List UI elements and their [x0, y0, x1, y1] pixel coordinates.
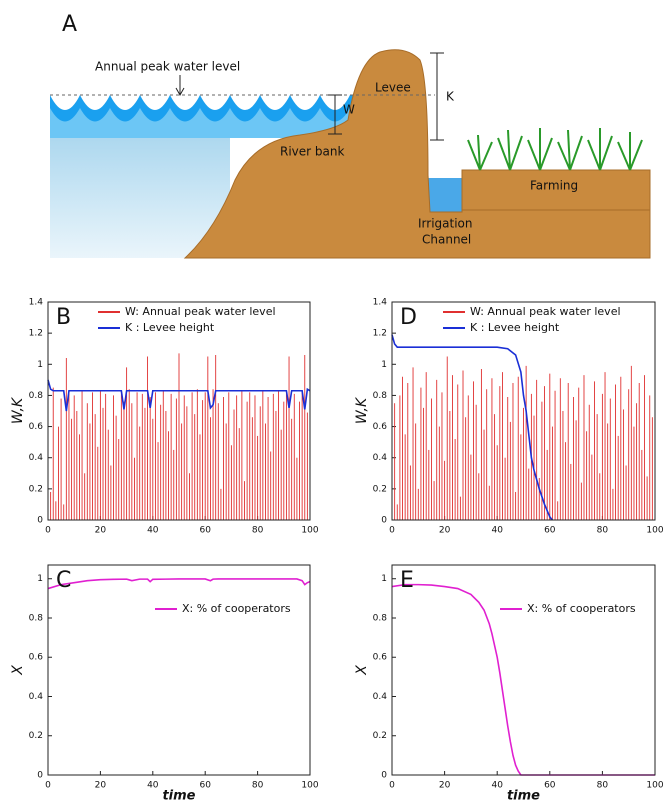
levee-label: Levee	[375, 81, 411, 95]
x-tick-label: 20	[439, 526, 451, 536]
legend-label: K : Levee height	[470, 321, 560, 334]
y-axis-label: W,K	[354, 396, 370, 424]
farming-label: Farming	[530, 179, 578, 193]
y-tick-label: 0.2	[373, 731, 387, 741]
crops	[467, 128, 643, 171]
y-tick-label: 0	[381, 771, 387, 781]
x-tick-label: 80	[597, 526, 609, 536]
panel-label: E	[400, 568, 414, 593]
x-tick-label: 40	[147, 781, 159, 791]
series-line	[391, 334, 554, 521]
y-tick-label: 1.2	[373, 329, 387, 339]
y-tick-label: 0.8	[29, 613, 44, 623]
x-tick-label: 0	[389, 781, 395, 791]
series-line	[391, 583, 655, 776]
w-label: W	[343, 103, 355, 117]
x-tick-label: 100	[646, 526, 663, 536]
y-tick-label: 1	[381, 360, 387, 370]
k-bracket	[430, 52, 444, 141]
legend-label: K : Levee height	[125, 321, 215, 334]
irrigation-channel	[428, 178, 462, 212]
panel-label: A	[62, 12, 77, 37]
legend-label: W: Annual peak water level	[470, 305, 621, 318]
river	[50, 130, 230, 258]
y-tick-label: 1	[37, 574, 43, 584]
y-tick-label: 0.2	[29, 484, 43, 494]
x-tick-label: 100	[646, 781, 663, 791]
diagram: A Annual peak water level W Levee K Rive…	[50, 12, 651, 259]
y-axis-label: X	[354, 665, 370, 676]
waves-inner	[50, 108, 370, 138]
x-tick-label: 80	[252, 781, 264, 791]
x-tick-label: 60	[544, 781, 556, 791]
x-tick-label: 100	[301, 526, 318, 536]
y-tick-label: 0	[381, 516, 387, 526]
y-tick-label: 0.2	[373, 484, 387, 494]
y-tick-label: 0.6	[373, 653, 388, 663]
channel-label: Irrigation	[418, 217, 473, 231]
legend-label: X: % of cooperators	[527, 602, 636, 615]
y-tick-label: 0.4	[373, 453, 388, 463]
y-tick-label: 0.6	[29, 653, 44, 663]
x-axis-label: time	[507, 789, 540, 803]
y-axis-label: X	[10, 665, 26, 676]
x-tick-label: 60	[199, 526, 211, 536]
y-tick-label: 0	[37, 771, 43, 781]
y-tick-label: 1.4	[29, 298, 44, 308]
x-tick-label: 20	[95, 781, 107, 791]
y-tick-label: 1.2	[29, 329, 43, 339]
y-tick-label: 0.4	[29, 692, 44, 702]
peak-label: Annual peak water level	[95, 60, 240, 74]
x-tick-label: 0	[45, 781, 51, 791]
y-tick-label: 0.6	[373, 422, 388, 432]
x-tick-label: 20	[95, 526, 107, 536]
x-tick-label: 40	[491, 781, 503, 791]
panel-label: D	[400, 305, 417, 330]
y-tick-label: 0.2	[29, 731, 43, 741]
x-axis-label: time	[162, 789, 195, 803]
x-tick-label: 0	[389, 526, 395, 536]
y-tick-label: 1	[381, 574, 387, 584]
y-tick-label: 0.8	[373, 391, 388, 401]
x-tick-label: 80	[252, 526, 264, 536]
x-tick-label: 40	[147, 526, 159, 536]
y-axis-label: W,K	[10, 396, 26, 424]
y-tick-label: 0.4	[29, 453, 44, 463]
peak-arrowhead	[175, 87, 185, 97]
x-tick-label: 100	[301, 781, 318, 791]
y-tick-label: 1.4	[373, 298, 388, 308]
x-tick-label: 0	[45, 526, 51, 536]
axes-frame	[391, 301, 656, 521]
panel-label: B	[56, 305, 71, 330]
panel-label: C	[56, 568, 71, 593]
axes-frame	[391, 564, 656, 776]
axes-frame	[47, 564, 311, 776]
x-tick-label: 40	[491, 526, 503, 536]
k-label: K	[446, 90, 455, 104]
x-tick-label: 60	[199, 781, 211, 791]
bank-label: River bank	[280, 145, 344, 159]
y-tick-label: 0.8	[373, 613, 388, 623]
legend-label: X: % of cooperators	[182, 602, 291, 615]
w-bracket	[328, 94, 342, 135]
y-tick-label: 0	[37, 516, 43, 526]
y-tick-label: 0.4	[373, 692, 388, 702]
ground	[183, 49, 651, 259]
x-tick-label: 60	[544, 526, 556, 536]
x-tick-label: 80	[597, 781, 609, 791]
axes-frame	[47, 301, 311, 521]
legend-label: W: Annual peak water level	[125, 305, 276, 318]
channel-label: Channel	[422, 233, 471, 247]
y-tick-label: 1	[37, 360, 43, 370]
y-tick-label: 0.6	[29, 422, 44, 432]
series-line	[47, 578, 311, 590]
y-tick-label: 0.8	[29, 391, 44, 401]
series-line	[47, 379, 311, 412]
x-tick-label: 20	[439, 781, 451, 791]
